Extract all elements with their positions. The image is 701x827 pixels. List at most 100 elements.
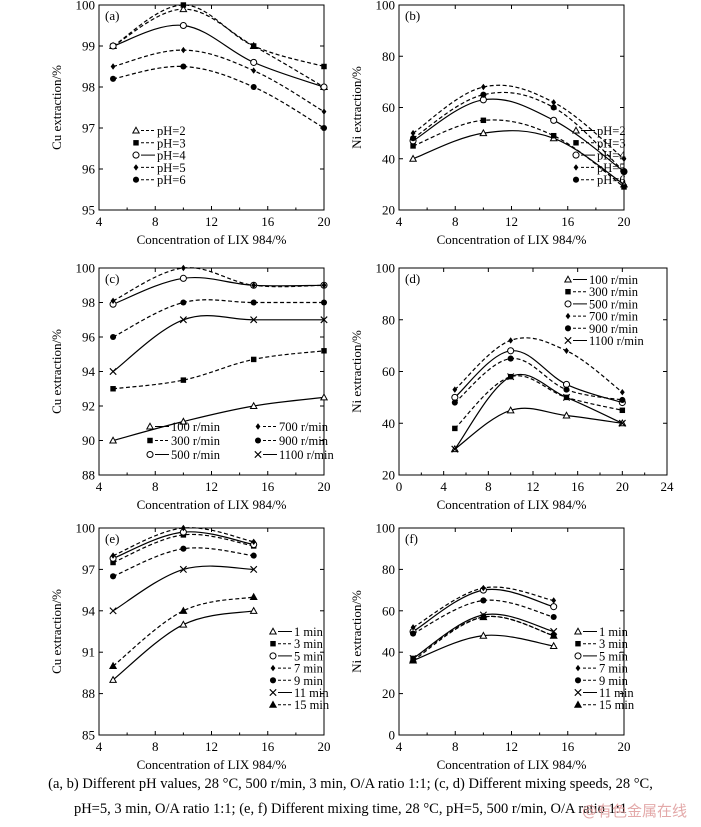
series-line <box>112 527 254 557</box>
data-point <box>250 58 258 66</box>
y-tick-label: 97 <box>82 562 96 577</box>
data-point <box>619 389 625 396</box>
data-point <box>321 348 327 354</box>
legend-marker <box>572 151 580 159</box>
legend-marker <box>270 664 276 672</box>
legend-marker <box>146 450 154 459</box>
legend-marker <box>574 652 582 660</box>
data-point <box>109 42 117 50</box>
series-line <box>454 337 623 393</box>
series-6 <box>451 373 626 453</box>
series-line <box>112 565 254 612</box>
legend-marker <box>564 325 572 332</box>
data-point <box>180 299 187 306</box>
series-1 <box>109 606 258 683</box>
y-axis-label: Cu extraction/% <box>49 329 64 414</box>
legend-label: 1 min <box>599 625 629 639</box>
data-point <box>179 21 187 30</box>
data-point <box>551 597 557 604</box>
legend-label: 1 min <box>294 625 324 639</box>
series-line <box>112 24 324 88</box>
data-point <box>180 524 186 532</box>
y-tick-label: 100 <box>376 521 396 536</box>
y-tick-label: 88 <box>82 686 95 701</box>
y-tick-label: 100 <box>376 261 396 276</box>
series-line <box>412 91 624 173</box>
y-tick-label: 94 <box>82 364 96 379</box>
figure-caption: (a, b) Different pH values, 28 °C, 500 r… <box>4 772 697 822</box>
x-tick-label: 12 <box>505 739 518 754</box>
y-tick-label: 60 <box>382 603 395 618</box>
data-point <box>480 597 487 604</box>
chart-panel-1: 4 8 12 16 20 95 96 97 98 99 100 Concentration of LI… <box>49 0 331 247</box>
series-6 <box>109 315 328 376</box>
watermark: @有色金属在线 <box>581 802 687 820</box>
legend-marker <box>573 627 583 635</box>
y-tick-label: 91 <box>82 645 95 660</box>
series-line <box>112 65 324 129</box>
legend-marker <box>132 176 140 183</box>
x-tick-label: 20 <box>618 739 631 754</box>
legend-label: 11 min <box>294 686 329 700</box>
series-line <box>412 130 624 185</box>
data-point <box>321 63 327 70</box>
x-tick-label: 8 <box>152 479 159 494</box>
data-point <box>549 641 558 650</box>
x-tick-label: 16 <box>261 739 275 754</box>
series-4 <box>452 337 625 396</box>
series-1 <box>109 393 329 444</box>
data-point <box>619 407 626 414</box>
x-tick-label: 20 <box>616 479 629 494</box>
data-point <box>180 46 186 54</box>
data-point <box>179 4 188 13</box>
data-point <box>179 274 187 282</box>
x-tick-label: 16 <box>261 214 275 229</box>
data-point <box>410 624 416 631</box>
series-line <box>112 267 324 302</box>
data-point <box>250 356 257 363</box>
legend-label: 500 r/min <box>589 297 639 311</box>
y-tick-label: 60 <box>382 364 395 379</box>
x-tick-label: 4 <box>96 479 103 494</box>
legend-marker <box>574 677 582 684</box>
data-point <box>319 393 329 401</box>
chart-panel-4: 0 4 8 12 16 20 24 20 40 60 80 100 Concentration of L… <box>349 261 674 513</box>
data-point <box>452 425 458 432</box>
y-axis-label: Cu extraction/% <box>49 65 64 150</box>
data-point <box>251 282 257 289</box>
series-3 <box>109 528 258 562</box>
series-line <box>454 407 623 450</box>
y-tick-label: 100 <box>76 261 96 276</box>
series-line <box>412 634 554 662</box>
data-point <box>410 135 417 142</box>
data-point <box>321 108 327 115</box>
x-tick-label: 16 <box>571 479 585 494</box>
x-axis-label: Concentration of LIX 984/% <box>137 757 287 770</box>
data-point <box>109 661 118 670</box>
data-point <box>180 2 187 8</box>
data-point <box>109 607 117 615</box>
data-point <box>550 603 558 611</box>
series-line <box>112 4 324 68</box>
x-tick-label: 8 <box>152 739 159 754</box>
data-point <box>480 91 487 98</box>
data-point <box>110 559 116 566</box>
data-point <box>320 83 328 91</box>
legend-label: pH=2 <box>157 124 186 138</box>
series-line <box>454 357 623 404</box>
chart-panel-6: 4 8 12 16 20 0 20 40 60 80 100 Concentration of LIX… <box>349 521 635 771</box>
data-point <box>180 63 187 70</box>
series-line <box>454 350 623 404</box>
series-7 <box>109 592 258 670</box>
y-tick-label: 80 <box>382 49 395 64</box>
data-point <box>110 297 116 304</box>
series-line <box>112 299 324 338</box>
series-line <box>112 49 324 113</box>
x-tick-label: 8 <box>485 479 492 494</box>
series-2 <box>410 117 627 190</box>
data-point <box>250 316 258 324</box>
plot-frame <box>98 4 325 211</box>
x-tick-label: 0 <box>396 479 403 494</box>
series-1 <box>409 631 558 664</box>
